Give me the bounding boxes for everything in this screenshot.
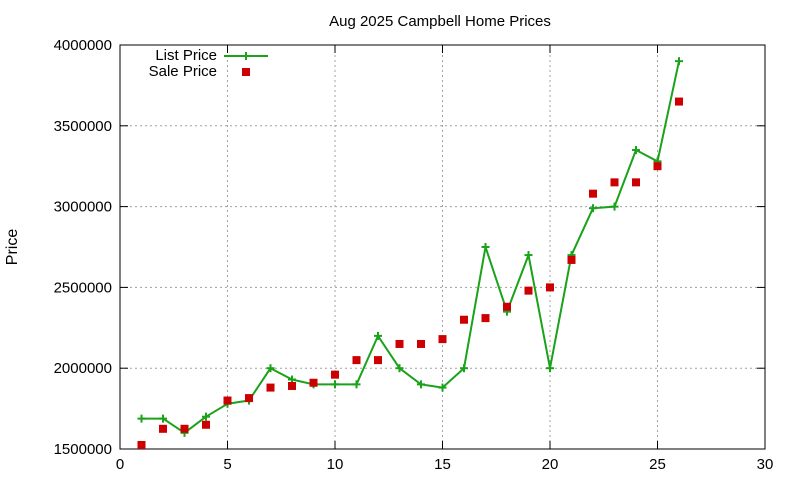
y-tick-label: 3500000	[54, 118, 112, 135]
legend-label-list-price: List Price	[155, 47, 217, 64]
y-tick-label: 1500000	[54, 441, 112, 458]
sale-price-point	[331, 370, 339, 379]
sale-price-point	[309, 378, 318, 387]
legend-swatches	[224, 52, 268, 76]
sale-price-point	[675, 97, 683, 106]
list-price-point	[374, 331, 382, 340]
series-layer	[137, 57, 683, 449]
list-price-point	[159, 414, 167, 423]
x-tick-label: 10	[327, 456, 344, 473]
sale-price-point	[632, 178, 640, 187]
list-price-point	[352, 380, 361, 389]
sale-price-point	[137, 440, 146, 449]
list-price-point	[137, 414, 146, 423]
sale-price-point	[567, 255, 576, 264]
sale-price-point	[395, 339, 404, 348]
legend-swatch-list-price-marker	[242, 52, 250, 60]
sale-price-point	[352, 356, 361, 365]
series-1	[137, 97, 683, 449]
list-price-point	[438, 383, 447, 392]
list-price-point	[481, 243, 490, 251]
list-price-point	[546, 364, 554, 373]
y-axis-title: Price	[4, 229, 21, 266]
sale-price-point	[159, 424, 167, 433]
list-price-point	[417, 380, 425, 389]
list-price-point	[395, 364, 404, 373]
sale-price-point	[180, 424, 189, 433]
sale-price-point	[503, 302, 511, 311]
list-price-point	[460, 364, 468, 373]
sale-price-point	[438, 335, 447, 344]
x-tick-label: 30	[757, 456, 774, 473]
sale-price-point	[288, 381, 296, 390]
list-price-point	[266, 364, 275, 373]
y-tick-label: 3000000	[54, 199, 112, 216]
list-price-point	[675, 57, 683, 66]
list-price-point	[524, 251, 533, 260]
sale-price-point	[245, 394, 253, 403]
sale-price-point	[653, 162, 662, 171]
x-tick-label: 20	[542, 456, 559, 473]
sale-price-point	[546, 283, 554, 292]
list-price-point	[331, 380, 339, 389]
series-0	[137, 57, 683, 437]
x-tick-label: 15	[434, 456, 451, 473]
y-tick-label: 4000000	[54, 37, 112, 54]
sale-price-point	[589, 189, 597, 198]
legend-swatch-sale-price	[242, 68, 250, 76]
sale-price-point	[610, 178, 619, 187]
sale-price-point	[202, 420, 210, 429]
y-tick-label: 2500000	[54, 279, 112, 296]
sale-price-point	[223, 396, 232, 405]
list-price-point	[610, 202, 619, 211]
x-tick-label: 25	[649, 456, 666, 473]
list-price-line	[141, 60, 680, 434]
x-axis-ticks: 0 5 10 15 20 25 30	[116, 45, 774, 473]
sale-price-point	[460, 315, 468, 324]
list-price-point	[632, 146, 640, 155]
chart-title: Aug 2025 Campbell Home Prices	[329, 13, 551, 30]
x-tick-label: 0	[116, 456, 124, 473]
sale-price-point	[417, 339, 425, 348]
sale-price-point	[481, 314, 490, 323]
list-price-point	[589, 204, 597, 213]
x-tick-label: 5	[223, 456, 231, 473]
legend-label-sale-price: Sale Price	[149, 63, 217, 80]
sale-price-point	[374, 356, 382, 365]
list-price-point	[202, 412, 210, 421]
plot-frame	[119, 44, 766, 450]
sale-price-point	[266, 383, 275, 392]
y-axis-ticks: 1500000 2000000 2500000 3000000 3500000 40000…	[54, 37, 765, 458]
legend: List Price Sale Price	[149, 47, 268, 80]
sale-price-point	[524, 286, 533, 295]
y-tick-label: 2000000	[54, 360, 112, 377]
